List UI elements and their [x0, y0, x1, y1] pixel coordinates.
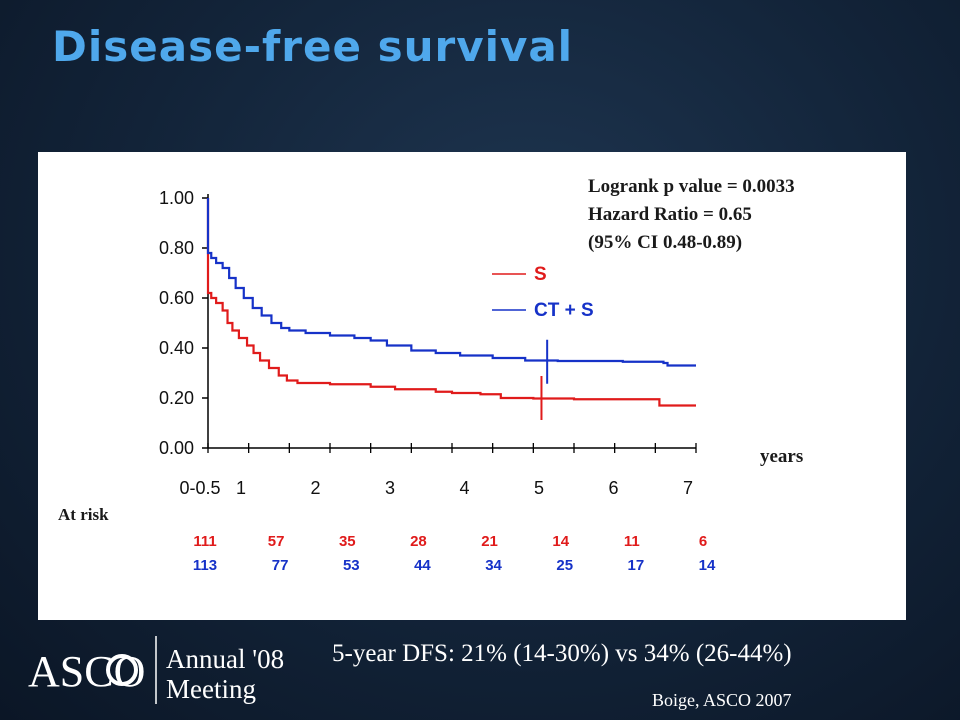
x-tick-label: 3 — [385, 478, 395, 498]
survival-chart: 1.000.800.600.400.200.000-0.5 1 2 3 4 5 6 7 Log… — [58, 176, 803, 574]
at-risk-value: 34 — [485, 557, 502, 574]
x-tick-label: 1 — [236, 478, 246, 498]
y-tick-label: 0.60 — [159, 288, 194, 308]
at-risk-value: 14 — [552, 533, 569, 550]
at-risk-value: 6 — [699, 533, 707, 550]
event-subtitle-text: Meeting — [166, 674, 256, 704]
at-risk-value: 53 — [343, 557, 360, 574]
legend: S CT + S — [492, 264, 594, 321]
citation-text: Boige, ASCO 2007 — [652, 690, 792, 710]
series-line-ct-s — [206, 198, 696, 367]
at-risk-value: 44 — [414, 557, 431, 574]
ci-text: (95% CI 0.48-0.89) — [588, 232, 742, 253]
series-line-s — [206, 198, 696, 407]
at-risk-value: 11 — [624, 533, 640, 550]
event-title-text: Annual '08 — [166, 644, 284, 674]
at-risk-value: 111 — [193, 533, 216, 550]
asco-globe-icon — [106, 654, 138, 686]
at-risk-value: 25 — [556, 557, 573, 574]
at-risk-value: 77 — [272, 557, 289, 574]
at-risk-label: At risk — [58, 505, 109, 524]
y-tick-label: 1.00 — [159, 188, 194, 208]
y-tick-label: 0.40 — [159, 338, 194, 358]
asco-logo: ASCO Annual '08 Meeting — [28, 636, 284, 704]
slide-title: Disease-free survival — [52, 22, 574, 71]
at-risk-value: 113 — [193, 557, 217, 574]
x-tick-label: 2 — [310, 478, 320, 498]
conclusion-text: 5-year DFS: 21% (14-30%) vs 34% (26-44%) — [332, 640, 792, 667]
legend-label-s: S — [534, 264, 547, 285]
hazard-ratio-text: Hazard Ratio = 0.65 — [588, 204, 752, 225]
x-tick-label: 6 — [608, 478, 618, 498]
at-risk-value: 21 — [481, 533, 498, 550]
series-lines — [206, 198, 696, 407]
x-axis-label: years — [760, 446, 803, 467]
asco-brand-text: ASCO — [28, 647, 145, 696]
x-tick-label: 5 — [534, 478, 544, 498]
at-risk-value: 14 — [699, 557, 716, 574]
logrank-text: Logrank p value = 0.0033 — [588, 176, 795, 197]
y-tick-label: 0.00 — [159, 438, 194, 458]
censor-marks — [540, 339, 549, 420]
x-tick-label: 0-0.5 — [179, 478, 220, 498]
at-risk-value: 57 — [268, 533, 285, 550]
axes: 1.00 0.80 0.60 0.40 0.20 0.00 0-0.5 1 2 3 4 5 6 7 — [159, 188, 697, 498]
at-risk-value: 35 — [339, 533, 356, 550]
y-tick-label: 0.80 — [159, 238, 194, 258]
x-tick-label: 4 — [459, 478, 469, 498]
at-risk-table: 111 57 35 28 21 14 11 6 113 77 53 44 34 25 17 14 — [193, 533, 716, 574]
chart-panel: 1.00 0.80 0.60 0.40 0.20 0.00 0-0.5 1 2 3 4 5 6 7 Log… — [38, 152, 906, 620]
at-risk-value: 17 — [628, 557, 645, 574]
at-risk-value: 28 — [410, 533, 427, 550]
legend-label-ct-s: CT + S — [534, 300, 594, 321]
x-tick-label: 7 — [683, 478, 693, 498]
y-tick-label: 0.20 — [159, 388, 194, 408]
stats-annotation: Logrank p value = 0.0033 Hazard Ratio = … — [588, 176, 795, 253]
